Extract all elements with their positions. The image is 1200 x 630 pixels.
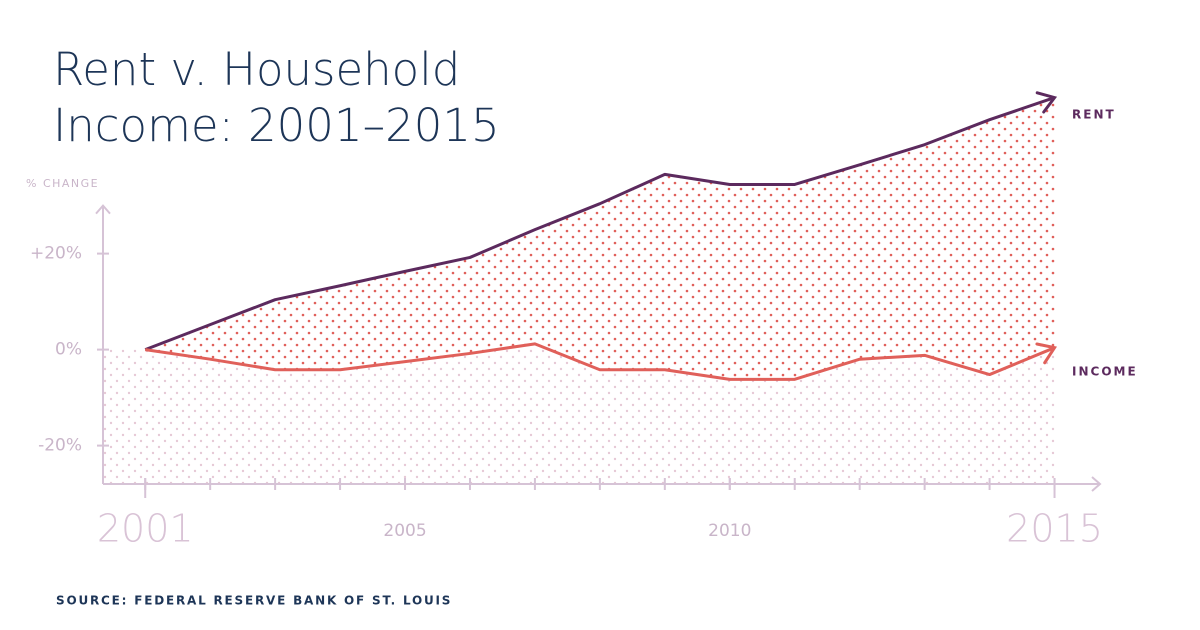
y-tick-label: +20% bbox=[30, 244, 82, 264]
series-line bbox=[144, 96, 1056, 352]
gap-fill bbox=[145, 97, 1055, 380]
y-tick-label: -20% bbox=[38, 436, 82, 456]
x-tick-label: 2001 bbox=[97, 507, 194, 551]
legend-label: INCOME bbox=[1072, 365, 1138, 379]
y-axis-label: % CHANGE bbox=[26, 177, 99, 190]
series-arrow bbox=[1035, 342, 1057, 365]
y-axis-arrow bbox=[95, 204, 111, 215]
x-axis-arrow bbox=[1091, 476, 1102, 492]
legend-label: RENT bbox=[1072, 108, 1116, 122]
x-tick-label: 2010 bbox=[708, 521, 751, 541]
series-arrow bbox=[1035, 91, 1058, 114]
source: SOURCE: FEDERAL RESERVE BANK OF ST. LOUI… bbox=[56, 594, 452, 608]
lower-fill bbox=[103, 343, 1055, 484]
series-line bbox=[144, 342, 1056, 381]
x-tick-label: 2015 bbox=[1006, 507, 1103, 551]
chart-title: Rent v. Household Income: 2001–2015 bbox=[53, 43, 500, 152]
x-tick-label: 2005 bbox=[383, 521, 426, 541]
y-tick-label: 0% bbox=[55, 340, 82, 360]
